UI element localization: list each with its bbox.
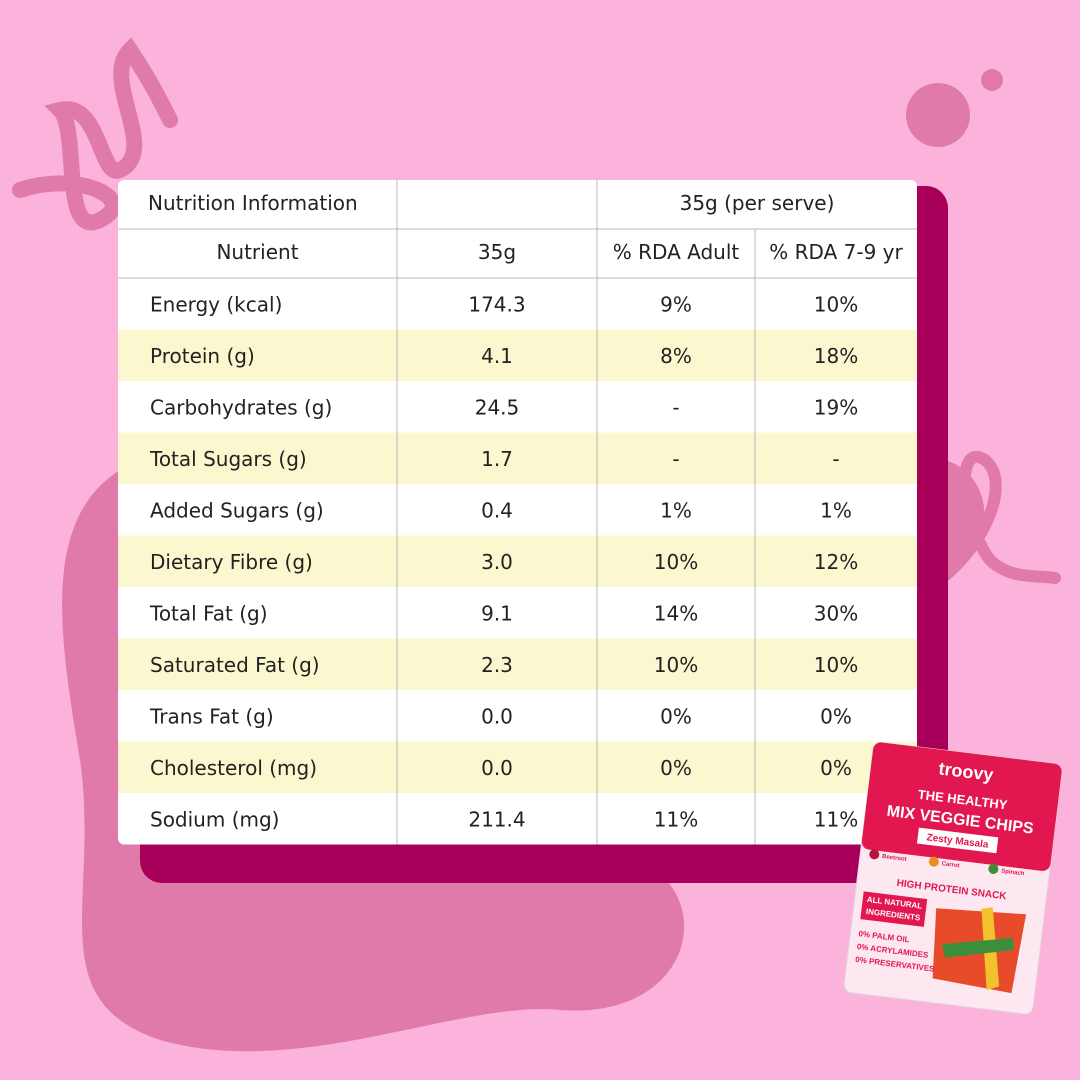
column-header: % RDA Adult <box>613 240 740 264</box>
cell-value: 3.0 <box>481 550 513 574</box>
column-header: % RDA 7-9 yr <box>769 240 903 264</box>
blob <box>62 460 685 1052</box>
nutrient-name: Sodium (mg) <box>150 807 279 831</box>
cell-value: - <box>672 395 679 419</box>
squiggle-right <box>934 451 1061 586</box>
header-title: Nutrition Information <box>148 191 358 215</box>
nutrient-name: Total Fat (g) <box>149 601 268 625</box>
nutrient-name: Energy (kcal) <box>150 292 282 316</box>
cell-value: 10% <box>814 653 858 677</box>
cell-value: 19% <box>814 395 858 419</box>
veggie-icon <box>988 863 999 874</box>
cell-value: 1% <box>820 498 852 522</box>
nutrient-name: Protein (g) <box>150 344 255 368</box>
package: troovy THE HEALTHY MIX VEGGIE CHIPS Zest… <box>843 741 1063 1015</box>
cell-value: 14% <box>654 601 698 625</box>
cell-value: 1.7 <box>481 447 513 471</box>
row-highlight <box>118 535 917 587</box>
cell-value: 0% <box>660 704 692 728</box>
cell-value: - <box>832 447 839 471</box>
nutrient-name: Carbohydrates (g) <box>150 395 332 419</box>
cell-value: 18% <box>814 344 858 368</box>
chips <box>941 937 1014 958</box>
column-header: Nutrient <box>216 240 298 264</box>
cell-value: 0% <box>820 704 852 728</box>
cell-value: 2.3 <box>481 653 513 677</box>
cell-value: 0.4 <box>481 498 513 522</box>
veggie-name: Carrot <box>941 861 960 869</box>
nutrient-name: Cholesterol (mg) <box>150 756 317 780</box>
nutrient-name: Total Sugars (g) <box>149 447 307 471</box>
cell-value: - <box>672 447 679 471</box>
nutrient-name: Dietary Fibre (g) <box>150 550 313 574</box>
veggie-icon <box>928 856 939 867</box>
row-highlight <box>118 432 917 484</box>
squiggle <box>12 37 178 231</box>
cell-value: 1% <box>660 498 692 522</box>
cell-value: 0% <box>660 756 692 780</box>
nutrient-name: Added Sugars (g) <box>150 498 324 522</box>
cell-value: 174.3 <box>468 292 525 316</box>
header-serve: 35g (per serve) <box>680 191 835 215</box>
flavour-tag <box>916 827 999 854</box>
cell-value: 11% <box>654 807 698 831</box>
veggie-name: Beetroot <box>882 854 907 863</box>
row-highlight <box>118 638 917 690</box>
cell-value: 0.0 <box>481 756 513 780</box>
cell-value: 11% <box>814 807 858 831</box>
cell-value: 12% <box>814 550 858 574</box>
cell-value: 0% <box>820 756 852 780</box>
cell-value: 8% <box>660 344 692 368</box>
cell-value: 30% <box>814 601 858 625</box>
cell-value: 9.1 <box>481 601 513 625</box>
cell-value: 24.5 <box>475 395 520 419</box>
package-top <box>861 742 1062 871</box>
cell-value: 0.0 <box>481 704 513 728</box>
cell-value: 10% <box>814 292 858 316</box>
cell-value: 10% <box>654 550 698 574</box>
cell-value: 10% <box>654 653 698 677</box>
dot <box>906 83 970 147</box>
cell-value: 9% <box>660 292 692 316</box>
veggie-name: Spinach <box>1001 869 1025 878</box>
column-header: 35g <box>478 240 516 264</box>
row-highlight <box>118 329 917 381</box>
nutrition-table: Energy (kcal) 174.3 9% 10% Protein (g) 4.1 8% 1… <box>118 180 917 845</box>
badge-bg <box>860 891 928 927</box>
cell-value: 4.1 <box>481 344 513 368</box>
nutrient-name: Saturated Fat (g) <box>150 653 320 677</box>
nutrient-name: Trans Fat (g) <box>149 704 274 728</box>
row-highlight <box>118 741 917 793</box>
dot <box>981 69 1003 91</box>
cell-value: 211.4 <box>468 807 525 831</box>
veggie-icon <box>869 849 880 860</box>
